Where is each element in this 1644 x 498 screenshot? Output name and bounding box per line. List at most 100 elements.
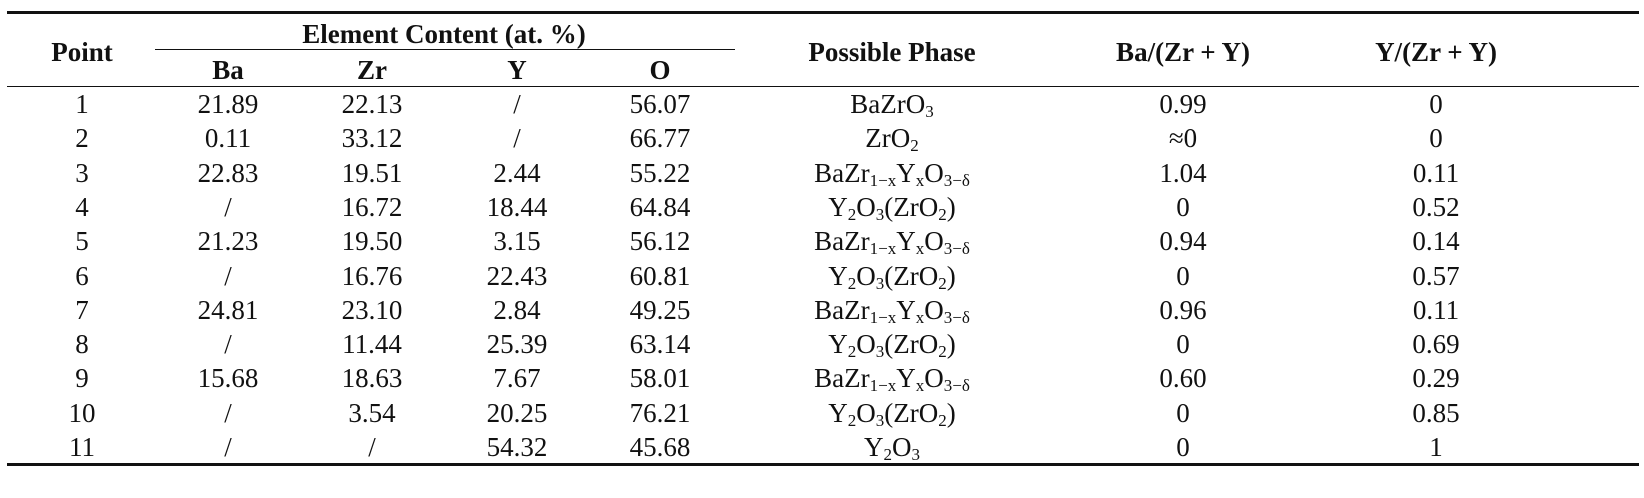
formula-subscript: 2 [910, 136, 919, 156]
formula-part: BaZr [814, 226, 870, 257]
formula-part: O [924, 294, 944, 325]
formula-subscript: 2 [883, 445, 893, 464]
formula-subscript: 1−x [869, 376, 897, 396]
table-cell: 63.14 [629, 329, 691, 360]
table-cell: 4 [75, 191, 89, 222]
table-cell: 21.23 [197, 226, 259, 257]
formula-subscript: x [915, 239, 925, 259]
formula-part: (ZrO [884, 329, 939, 360]
phase-formula: BaZr1−xYxO3−δ [814, 294, 970, 327]
formula-part: O [856, 329, 876, 360]
table-cell: 0.94 [1159, 226, 1207, 257]
header-element: Zr [357, 55, 387, 85]
table-cell: 0.11 [1412, 294, 1460, 325]
phase-formula: BaZr1−xYxO3−δ [814, 157, 970, 190]
formula-subscript: 2 [847, 342, 857, 362]
table-cell: / [513, 123, 521, 154]
formula-part: ) [946, 191, 956, 222]
table-cell: 19.50 [341, 226, 403, 257]
formula-subscript: 3−δ [943, 376, 970, 396]
formula-subscript: 2 [938, 410, 947, 430]
formula-subscript: 1−x [869, 307, 897, 327]
table-cell: 0.99 [1159, 89, 1207, 119]
table-cell: 0.14 [1412, 226, 1460, 257]
header-rule [7, 86, 1639, 87]
phase-formula: Y2O3(ZrO2) [828, 397, 955, 430]
phase-formula: BaZrO3 [850, 89, 934, 121]
phase-formula: Y2O3 [864, 432, 921, 464]
phase-formula: BaZr1−xYxO3−δ [814, 363, 970, 396]
table-cell: 15.68 [197, 363, 259, 394]
formula-part: BaZr [814, 363, 870, 394]
formula-part: (ZrO [884, 191, 939, 222]
header-point: Point [51, 37, 113, 67]
table-cell: 18.44 [486, 191, 548, 222]
formula-subscript: 3 [875, 342, 885, 362]
table-cell: 19.51 [341, 157, 403, 188]
bottom-rule [7, 463, 1639, 466]
table-cell: 16.76 [341, 260, 403, 291]
table-cell: 5 [75, 226, 89, 257]
table-cell: 7 [75, 294, 89, 325]
formula-part: Y [896, 226, 916, 257]
table-cell: 66.77 [629, 123, 691, 154]
table-cell: 49.25 [629, 294, 691, 325]
formula-part: (ZrO [884, 260, 939, 291]
table-cell: 2.44 [493, 157, 541, 188]
formula-part: O [856, 260, 876, 291]
header-phase: Possible Phase [808, 37, 976, 67]
table-cell: 3.54 [348, 397, 396, 428]
formula-subscript: 3 [875, 204, 885, 224]
table-cell: 0.57 [1412, 260, 1460, 291]
formula-subscript: 2 [847, 204, 857, 224]
table-cell: 60.81 [629, 260, 691, 291]
formula-subscript: 2 [847, 410, 857, 430]
formula-part: Y [896, 294, 916, 325]
header-element: Ba [212, 55, 244, 85]
top-rule [7, 11, 1639, 14]
table-cell: / [224, 432, 232, 462]
table-cell: 23.10 [341, 294, 403, 325]
formula-subscript: 2 [938, 204, 947, 224]
header-y-ratio: Y/(Zr + Y) [1375, 37, 1497, 67]
table-cell: 0 [1429, 89, 1443, 119]
formula-subscript: 3−δ [943, 307, 970, 327]
formula-subscript: x [915, 170, 925, 190]
formula-subscript: 2 [847, 273, 857, 293]
table-cell: 10 [68, 397, 96, 428]
table-cell: 3.15 [493, 226, 541, 257]
table-cell: 0 [1176, 432, 1190, 462]
formula-part: O [924, 157, 944, 188]
formula-part: ZrO [865, 123, 911, 154]
table-cell: 1 [75, 89, 89, 119]
table-cell: 0.85 [1412, 397, 1460, 428]
table-cell: 2.84 [493, 294, 541, 325]
table-cell: 11 [69, 432, 95, 462]
table-cell: 22.13 [341, 89, 403, 119]
formula-part: Y [828, 329, 848, 360]
table-cell: / [224, 260, 232, 291]
formula-subscript: 3 [925, 102, 934, 121]
table-cell: ≈0 [1168, 123, 1198, 154]
formula-subscript: x [915, 376, 925, 396]
formula-subscript: 3−δ [943, 170, 970, 190]
formula-subscript: 3 [875, 410, 885, 430]
header-ba-ratio: Ba/(Zr + Y) [1116, 37, 1250, 67]
table-cell: 6 [75, 260, 89, 291]
formula-part: O [924, 363, 944, 394]
table-cell: 8 [75, 329, 89, 360]
table-cell: 76.21 [629, 397, 691, 428]
formula-subscript: x [915, 307, 925, 327]
table-cell: 1.04 [1159, 157, 1207, 188]
table-cell: 0.52 [1412, 191, 1460, 222]
table-cell: 56.12 [629, 226, 691, 257]
formula-subscript: 3 [911, 445, 921, 464]
table-cell: 24.81 [197, 294, 259, 325]
table-cell: 16.72 [341, 191, 403, 222]
formula-part: Y [828, 397, 848, 428]
formula-subscript: 2 [938, 342, 947, 362]
table-cell: 11.44 [342, 329, 402, 360]
table-cell: 22.43 [486, 260, 548, 291]
table-cell: / [224, 397, 232, 428]
